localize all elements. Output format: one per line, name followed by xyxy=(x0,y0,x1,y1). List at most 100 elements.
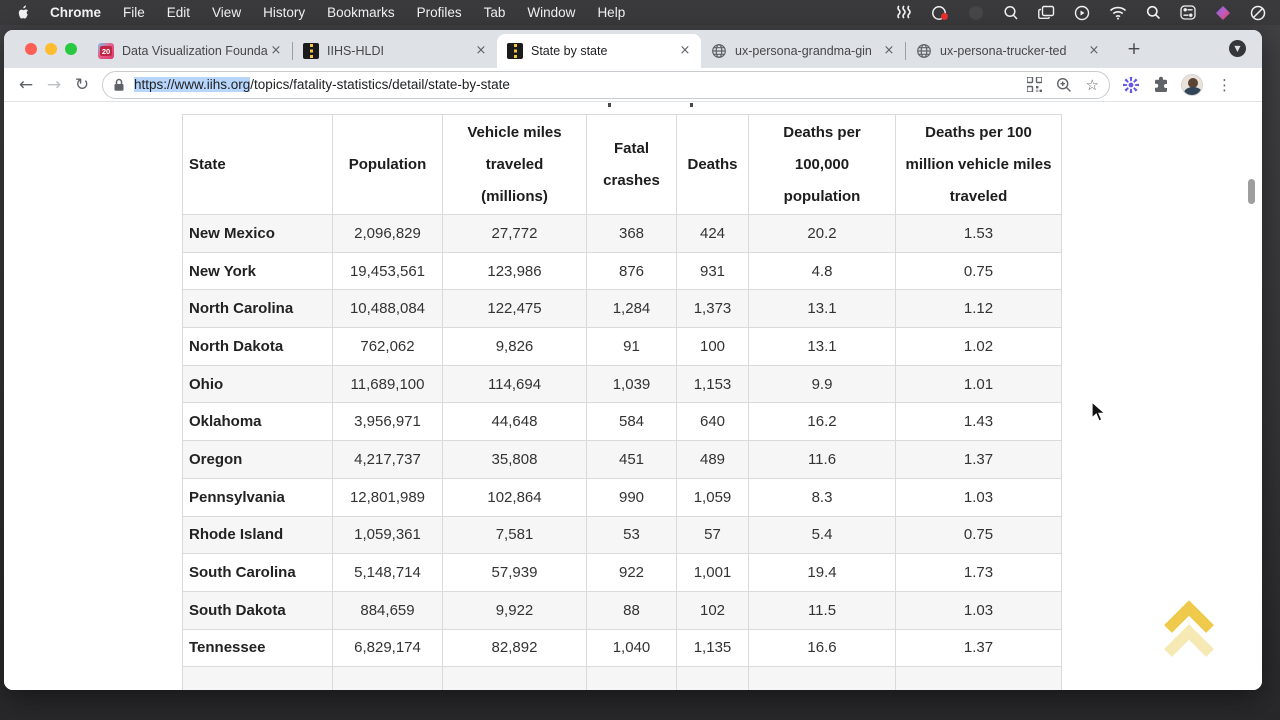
value-cell: 122,475 xyxy=(442,289,587,329)
empty-cell xyxy=(586,666,677,690)
table-row: Oregon 4,217,737 35,808 451 489 11.6 1.37 xyxy=(182,440,1062,479)
value-cell: 1,135 xyxy=(676,628,749,668)
mission-control-icon[interactable] xyxy=(1038,5,1055,20)
value-cell: 368 xyxy=(586,214,677,253)
minimize-window-button[interactable] xyxy=(45,43,57,55)
tab-title: State by state xyxy=(531,44,608,58)
value-cell: 102 xyxy=(676,590,749,630)
lock-icon[interactable] xyxy=(113,78,125,92)
close-tab-icon[interactable]: × xyxy=(883,43,895,58)
zoom-page-icon[interactable] xyxy=(1056,77,1072,93)
value-cell: 489 xyxy=(676,440,749,479)
vertical-scrollbar-thumb[interactable] xyxy=(1248,179,1255,204)
now-playing-icon[interactable] xyxy=(1074,5,1090,21)
state-name-cell: North Dakota xyxy=(182,327,333,366)
empty-cell xyxy=(442,666,587,690)
shortcuts-icon[interactable] xyxy=(896,5,912,20)
tab-search-button[interactable]: ▼ xyxy=(1229,40,1246,57)
menu-item-bookmarks[interactable]: Bookmarks xyxy=(327,5,395,20)
tab-state-by-state[interactable]: State by state × xyxy=(497,34,701,68)
column-header-fatal-crashes: Fatal crashes xyxy=(586,114,677,215)
address-bar[interactable]: https://www.iihs.org/topics/fatality-sta… xyxy=(102,70,1110,99)
close-window-button[interactable] xyxy=(25,43,37,55)
forward-button[interactable]: → xyxy=(46,74,62,95)
value-cell: 640 xyxy=(676,402,749,442)
page-content: State Population Vehicle miles traveled … xyxy=(4,103,1262,690)
control-center-icon[interactable] xyxy=(1180,5,1196,20)
menu-item-window[interactable]: Window xyxy=(527,5,576,20)
tab-ux-persona-trucker[interactable]: ux-persona-trucker-ted × xyxy=(906,34,1110,68)
qr-code-icon[interactable] xyxy=(1026,77,1042,92)
back-to-top-button[interactable] xyxy=(1154,593,1224,667)
tabs: 20 Data Visualization Founda × IIHS-HLDI… xyxy=(88,30,1146,68)
bookmark-star-icon[interactable]: ☆ xyxy=(1085,75,1099,94)
back-button[interactable]: ← xyxy=(18,74,34,95)
value-cell: 11.5 xyxy=(748,590,896,630)
close-tab-icon[interactable]: × xyxy=(1088,43,1100,58)
new-tab-button[interactable]: + xyxy=(1126,39,1142,59)
zoom-loupe-icon[interactable] xyxy=(1003,5,1019,21)
value-cell: 91 xyxy=(586,327,677,366)
menu-item-help[interactable]: Help xyxy=(597,5,626,20)
profile-avatar[interactable] xyxy=(1181,73,1203,96)
menubar-status-icons xyxy=(896,5,1266,21)
column-header-deaths-per-100m-vmt: Deaths per 100 million vehicle miles tra… xyxy=(895,114,1062,215)
close-tab-icon[interactable]: × xyxy=(679,43,691,58)
menu-item-view[interactable]: View xyxy=(212,5,242,20)
value-cell: 1,039 xyxy=(586,364,677,404)
raycast-icon[interactable] xyxy=(1215,5,1231,21)
tab-separator xyxy=(292,42,293,60)
reload-button[interactable]: ↻ xyxy=(74,74,90,95)
table-row: Oklahoma 3,956,971 44,648 584 640 16.2 1.43 xyxy=(182,402,1062,442)
value-cell: 100 xyxy=(676,327,749,366)
value-cell: 1.73 xyxy=(895,553,1062,592)
table-row: Tennessee 6,829,174 82,892 1,040 1,135 16.6 1.… xyxy=(182,628,1062,668)
close-tab-icon[interactable]: × xyxy=(475,43,487,58)
value-cell: 16.6 xyxy=(748,628,896,668)
value-cell: 13.1 xyxy=(748,327,896,366)
menu-app-name[interactable]: Chrome xyxy=(50,5,102,20)
browser-menu-icon[interactable]: ⋮ xyxy=(1217,75,1232,94)
value-cell: 1.03 xyxy=(895,590,1062,630)
spotlight-search-icon[interactable] xyxy=(1146,5,1161,20)
state-name-cell: Oregon xyxy=(182,440,333,479)
tab-title: Data Visualization Founda xyxy=(122,44,268,58)
value-cell: 5,148,714 xyxy=(332,553,443,592)
table-row: New Mexico 2,096,829 27,772 368 424 20.2 1.53 xyxy=(182,214,1062,253)
tab-iihs-hldi[interactable]: IIHS-HLDI × xyxy=(293,34,497,68)
close-tab-icon[interactable]: × xyxy=(270,43,282,58)
menu-item-file[interactable]: File xyxy=(123,5,145,20)
screen-recording-icon[interactable] xyxy=(968,5,984,21)
extension-burst-icon[interactable] xyxy=(1122,76,1140,94)
table-row: Ohio 11,689,100 114,694 1,039 1,153 9.9 1.01 xyxy=(182,364,1062,404)
wifi-icon[interactable] xyxy=(1109,6,1127,20)
value-cell: 4,217,737 xyxy=(332,440,443,479)
value-cell: 884,659 xyxy=(332,590,443,630)
clipped-heading-fragment xyxy=(690,103,693,107)
value-cell: 931 xyxy=(676,251,749,291)
value-cell: 922 xyxy=(586,553,677,592)
state-name-cell: Tennessee xyxy=(182,628,333,668)
menu-item-profiles[interactable]: Profiles xyxy=(416,5,462,20)
value-cell: 53 xyxy=(586,515,677,555)
tab-data-visualization[interactable]: 20 Data Visualization Founda × xyxy=(88,34,292,68)
menu-item-history[interactable]: History xyxy=(263,5,306,20)
value-cell: 9.9 xyxy=(748,364,896,404)
value-cell: 990 xyxy=(586,477,677,517)
value-cell: 114,694 xyxy=(442,364,587,404)
value-cell: 1,153 xyxy=(676,364,749,404)
menu-item-tab[interactable]: Tab xyxy=(483,5,506,20)
menu-item-edit[interactable]: Edit xyxy=(166,5,191,20)
value-cell: 9,826 xyxy=(442,327,587,366)
value-cell: 4.8 xyxy=(748,251,896,291)
zoom-window-button[interactable] xyxy=(65,43,77,55)
focus-mode-icon[interactable] xyxy=(1250,5,1266,21)
tab-separator xyxy=(905,42,906,60)
creative-cloud-icon[interactable] xyxy=(931,5,949,21)
apple-menu-icon[interactable] xyxy=(18,4,32,21)
value-cell: 3,956,971 xyxy=(332,402,443,442)
extensions-puzzle-icon[interactable] xyxy=(1152,76,1169,93)
url-text[interactable]: https://www.iihs.org/topics/fatality-sta… xyxy=(134,77,1013,92)
value-cell: 1,059,361 xyxy=(332,515,443,555)
tab-ux-persona-grandma[interactable]: ux-persona-grandma-gin × xyxy=(701,34,905,68)
